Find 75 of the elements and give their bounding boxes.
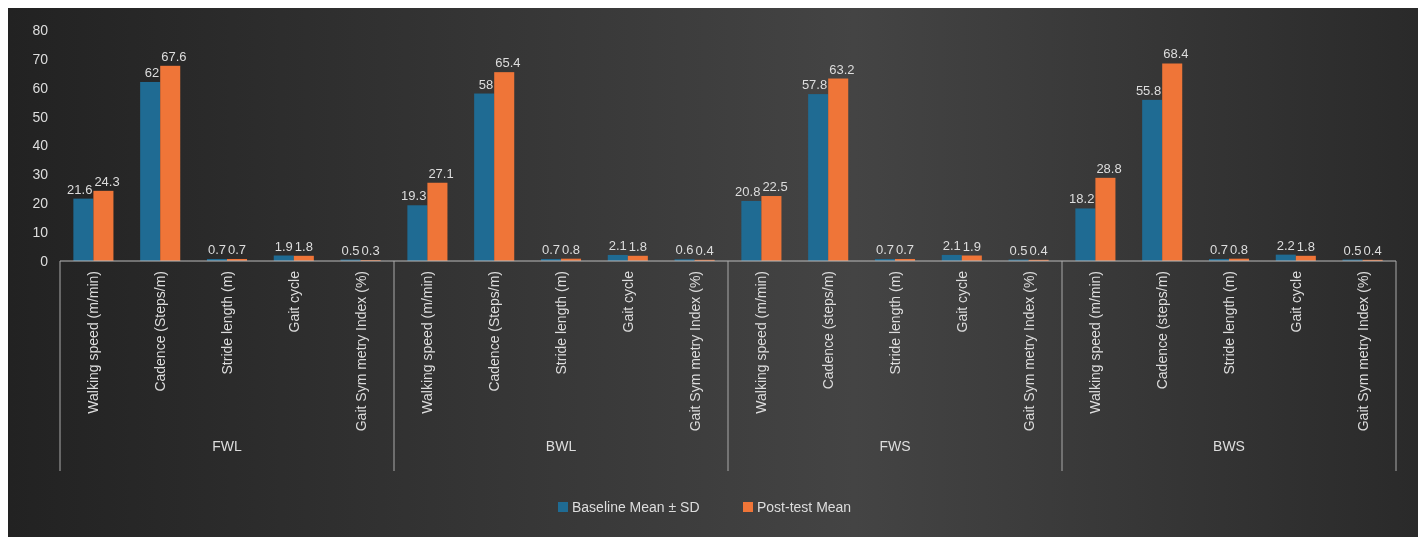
x-tick-label: Cadence (Steps/m) <box>486 271 503 392</box>
y-tick-label: 30 <box>32 166 49 183</box>
x-tick-label: Walking speed (m/min) <box>419 271 436 414</box>
x-tick-label: Gait Sym metry Index (%) <box>1020 271 1037 432</box>
x-tick-label: Walking speed (m/min) <box>85 271 102 414</box>
data-label: 57.8 <box>801 77 828 93</box>
x-tick-label: Gait Sym metry Index (%) <box>1354 271 1371 432</box>
x-tick-label: Gait Sym metry Index (%) <box>352 271 369 432</box>
y-tick-label: 40 <box>32 137 49 154</box>
data-label: 0.3 <box>361 243 380 259</box>
data-label: 0.7 <box>896 241 915 257</box>
x-tick-label: Cadence (Steps/m) <box>152 271 169 392</box>
text: BWL <box>545 438 577 454</box>
x-tick-label: Stride length (m) <box>886 271 903 375</box>
data-label: 0.7 <box>1209 241 1228 257</box>
data-label: 27.1 <box>428 165 454 181</box>
data-label: 20.8 <box>735 183 761 199</box>
x-tick-label: Gait cycle <box>953 270 970 333</box>
data-label: 2.1 <box>942 237 961 253</box>
text: BWS <box>1213 438 1245 454</box>
data-label: 0.7 <box>207 241 226 257</box>
x-tick-label: Gait Sym metry Index (%) <box>686 271 703 432</box>
x-tick-label: Stride length (m) <box>552 271 569 375</box>
data-label: 67.6 <box>161 48 187 64</box>
x-tick-label: Gait cycle <box>619 270 636 333</box>
data-label: 1.8 <box>294 238 313 254</box>
y-tick-label: 80 <box>32 21 49 38</box>
data-label: 1.8 <box>628 238 647 254</box>
y-tick-label: 70 <box>32 50 49 67</box>
text: FWL <box>212 438 242 454</box>
data-label: 0.5 <box>1343 242 1362 258</box>
legend-label: Baseline Mean ± SD <box>572 498 700 515</box>
data-label: 0.5 <box>341 242 360 258</box>
data-label: 68.4 <box>1163 46 1189 62</box>
data-label: 65.4 <box>495 55 521 71</box>
data-label: 2.1 <box>608 237 627 253</box>
data-label: 0.8 <box>562 241 581 257</box>
y-tick-label: 50 <box>32 108 49 125</box>
y-tick-label: 60 <box>32 79 49 96</box>
y-tick-label: 20 <box>32 195 49 212</box>
y-tick-label: 0 <box>40 252 49 269</box>
x-tick-label: Stride length (m) <box>218 271 235 375</box>
data-label: 0.6 <box>675 242 694 258</box>
x-tick-label: Cadence (steps/m) <box>820 271 837 390</box>
text: FWS <box>879 438 911 454</box>
data-label: 21.6 <box>67 181 93 197</box>
y-tick-label: 10 <box>32 224 49 241</box>
data-label: 28.8 <box>1096 160 1122 176</box>
x-tick-label: Gait cycle <box>1287 270 1304 333</box>
x-tick-label: Walking speed (m/min) <box>1087 271 1104 414</box>
data-label: 18.2 <box>1069 191 1095 207</box>
data-label: 0.4 <box>1363 242 1382 258</box>
data-label: 0.7 <box>875 241 894 257</box>
data-label: 24.3 <box>94 173 120 189</box>
legend-label: Post-test Mean <box>757 498 852 515</box>
data-label: 62 <box>144 64 160 80</box>
x-tick-label: Walking speed (m/min) <box>753 271 770 414</box>
data-label: 0.4 <box>1029 242 1048 258</box>
data-label: 0.4 <box>695 242 714 258</box>
data-label: 1.9 <box>274 238 293 254</box>
data-label: 19.3 <box>401 188 427 204</box>
data-label: 0.5 <box>1009 242 1028 258</box>
x-tick-label: Gait cycle <box>285 270 302 333</box>
data-label: 58 <box>478 76 494 92</box>
data-label: 2.2 <box>1276 237 1295 253</box>
data-label: 0.7 <box>541 241 560 257</box>
data-label: 1.8 <box>1296 238 1315 254</box>
data-label: 22.5 <box>762 179 788 195</box>
x-tick-label: Cadence (steps/m) <box>1154 271 1171 390</box>
data-label: 1.9 <box>962 238 981 254</box>
data-label: 0.7 <box>228 241 247 257</box>
data-label: 63.2 <box>829 61 855 77</box>
data-label: 55.8 <box>1135 82 1162 98</box>
data-label: 0.8 <box>1230 241 1249 257</box>
x-tick-label: Stride length (m) <box>1220 271 1237 375</box>
